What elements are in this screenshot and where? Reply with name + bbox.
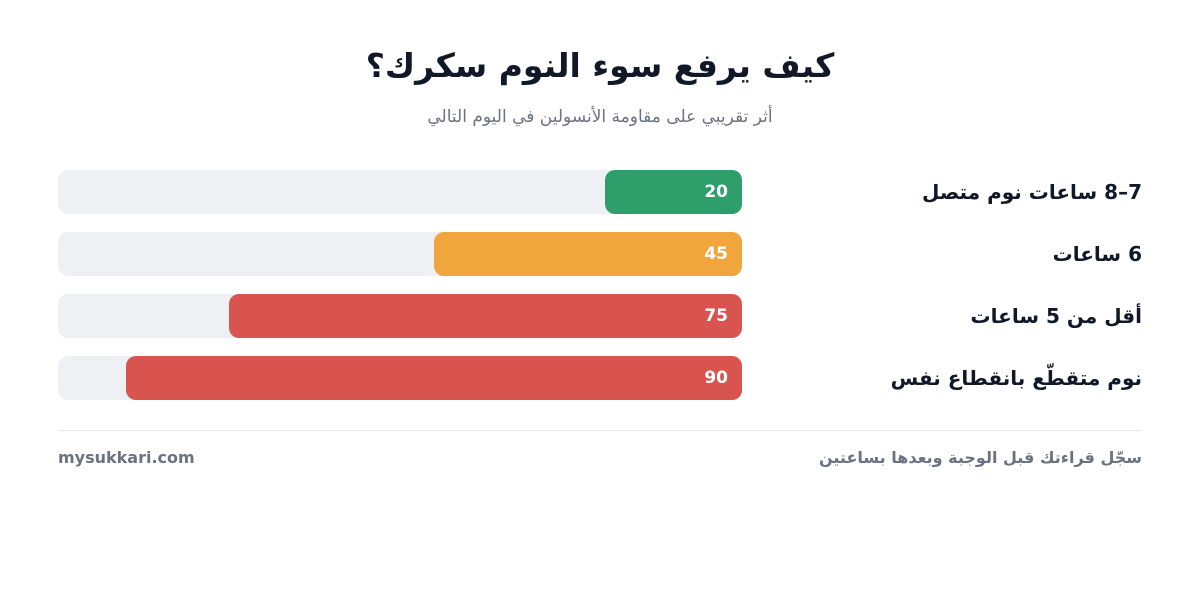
bar-track: 20: [58, 170, 742, 214]
bar-track: 75: [58, 294, 742, 338]
bar: 20: [605, 170, 742, 214]
footer-divider: [58, 430, 1142, 431]
bar-value-label: 20: [704, 182, 728, 202]
category-label: نوم متقطّع بانقطاع نفس: [890, 366, 1142, 390]
chart-title: كيف يرفع سوء النوم سكرك؟: [365, 46, 835, 85]
bar: 75: [229, 294, 742, 338]
category-label: 6 ساعات: [1052, 242, 1142, 266]
category-label: أقل من 5 ساعات: [970, 304, 1142, 328]
bar-row: أقل من 5 ساعات 75: [58, 294, 1142, 338]
footer-site-link[interactable]: mysukkari.com: [58, 448, 195, 467]
chart-subtitle: أثر تقريبي على مقاومة الأنسولين في اليوم…: [427, 107, 773, 127]
bar-value-label: 45: [704, 244, 728, 264]
bar: 45: [434, 232, 742, 276]
bar-row: 7–8 ساعات نوم متصل 20: [58, 170, 1142, 214]
bar-track: 45: [58, 232, 742, 276]
footer-cta-text: سجّل قراءتك قبل الوجبة وبعدها بساعتين: [819, 448, 1142, 467]
bar: 90: [126, 356, 742, 400]
bar-track: 90: [58, 356, 742, 400]
category-label: 7–8 ساعات نوم متصل: [922, 180, 1142, 204]
bar-row: 6 ساعات 45: [58, 232, 1142, 276]
bar-value-label: 90: [704, 368, 728, 388]
bar-row: نوم متقطّع بانقطاع نفس 90: [58, 356, 1142, 400]
bar-value-label: 75: [704, 306, 728, 326]
bar-rows: 7–8 ساعات نوم متصل 20 6 ساعات 45 أقل من 5 سا…: [58, 170, 1142, 418]
